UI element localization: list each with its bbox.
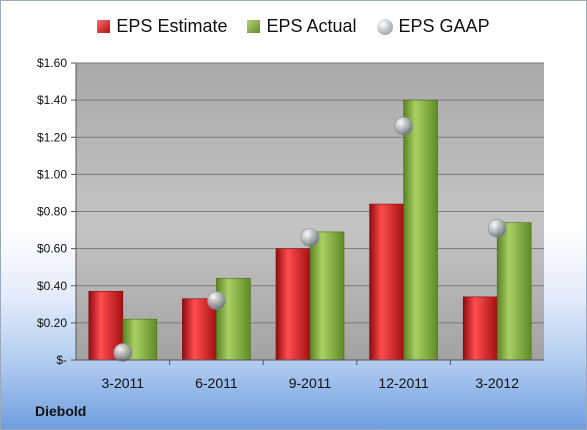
legend-item-actual: EPS Actual	[247, 16, 357, 37]
y-tick-label: $1.20	[37, 130, 67, 144]
y-tick-label: $-	[56, 353, 67, 367]
y-tick-label: $1.00	[37, 167, 67, 181]
legend-label-gaap: EPS GAAP	[398, 16, 490, 36]
bar-eps-actual	[403, 99, 438, 361]
legend-label-actual: EPS Actual	[266, 16, 357, 36]
point-eps-gaap	[113, 343, 133, 362]
legend-swatch-estimate	[97, 20, 111, 33]
x-tick-label: 9-2011	[289, 375, 332, 391]
company-name: Diebold	[35, 403, 87, 419]
bar-eps-estimate	[275, 248, 311, 361]
x-tick-label: 3-2011	[102, 375, 145, 391]
y-tick-label: $0.80	[37, 205, 67, 219]
bar-eps-actual	[216, 278, 251, 361]
x-tick-label: 6-2011	[195, 375, 238, 391]
bar-eps-estimate	[182, 298, 217, 361]
point-eps-gaap	[300, 228, 320, 247]
bar-eps-estimate	[369, 203, 404, 361]
legend-swatch-actual	[247, 20, 261, 33]
x-tick-label: 12-2011	[378, 375, 429, 391]
point-eps-gaap	[394, 116, 413, 136]
legend-item-gaap: EPS GAAP	[376, 16, 490, 37]
x-tick-label: 3-2012	[475, 375, 519, 391]
bar-eps-actual	[496, 222, 532, 361]
point-eps-gaap	[487, 218, 507, 238]
bar-eps-actual	[309, 231, 345, 361]
legend: EPS Estimate EPS Actual EPS GAAP	[1, 16, 586, 37]
legend-swatch-gaap	[376, 18, 393, 35]
y-tick-label: $1.60	[37, 56, 67, 70]
y-tick-label: $0.60	[37, 242, 67, 256]
y-tick-label: $0.20	[37, 316, 67, 330]
point-eps-gaap	[207, 291, 226, 310]
legend-label-estimate: EPS Estimate	[116, 16, 228, 36]
legend-item-estimate: EPS Estimate	[97, 16, 227, 37]
y-tick-label: $1.40	[37, 93, 67, 107]
bar-eps-estimate	[462, 296, 498, 361]
y-tick-label: $0.40	[37, 279, 67, 293]
